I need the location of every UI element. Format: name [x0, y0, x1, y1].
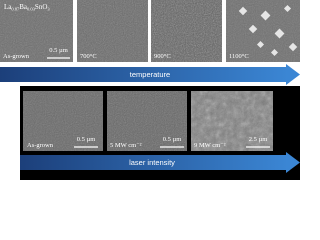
sem-image — [77, 0, 148, 62]
sem-image — [191, 91, 273, 151]
sample-label: 1100°C — [229, 53, 249, 60]
scale-bar-label: 0.5 µm — [77, 136, 96, 143]
material-label: La0.87Ba0.03SnO3 — [4, 3, 50, 12]
sample-label: 5 MW cm⁻² — [110, 142, 142, 149]
axis-label: laser intensity — [129, 158, 175, 167]
arrow — [0, 64, 300, 85]
arrow — [20, 152, 300, 173]
sample-label: 9 MW cm⁻² — [194, 142, 226, 149]
page: {"material": ["La", "0.87", "Ba", "0.03"… — [0, 0, 300, 180]
sem-image — [226, 0, 300, 62]
sem-image — [0, 0, 73, 62]
sample-label: As-grown — [3, 53, 30, 60]
sample-label: 700°C — [80, 53, 97, 60]
sem-image — [151, 0, 222, 62]
sem-image — [107, 91, 187, 151]
figure: La0.87Ba0.03SnO3 As-grown 0.5 µm 700°C 9… — [0, 0, 300, 180]
sample-label: As-grown — [27, 142, 54, 149]
scale-bar-label: 2.5 µm — [249, 136, 268, 143]
scale-bar-label: 0.5 µm — [163, 136, 182, 143]
sem-image — [23, 91, 103, 151]
axis-label: temperature — [130, 70, 170, 79]
scale-bar-label: 0.5 µm — [49, 47, 68, 54]
sample-label: 900°C — [154, 53, 171, 60]
